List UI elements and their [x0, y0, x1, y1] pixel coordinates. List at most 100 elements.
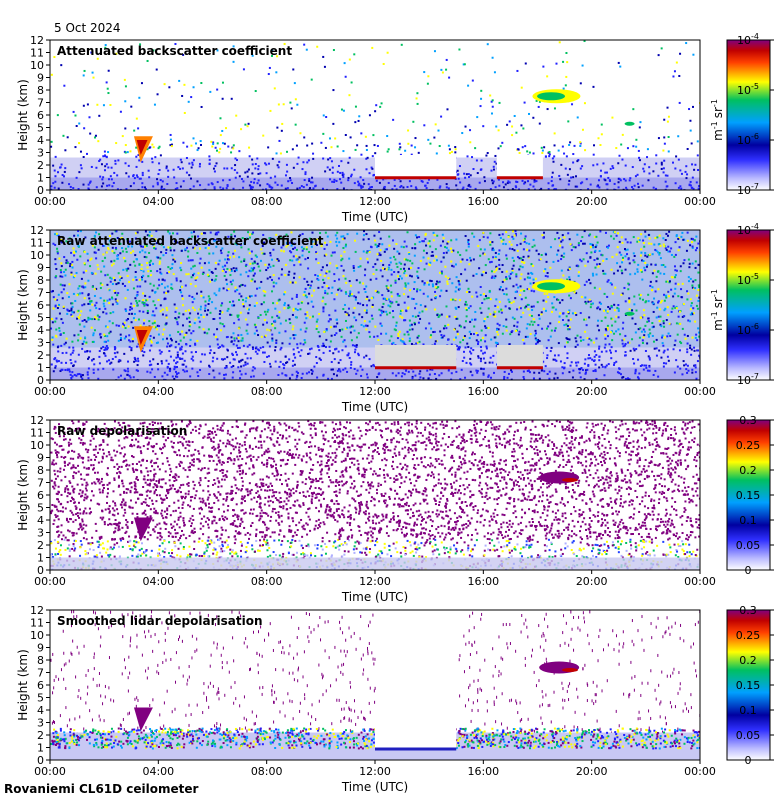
- y-tick-label: 9: [37, 262, 44, 275]
- y-tick-label: 12: [30, 604, 44, 617]
- x-axis-label: Time (UTC): [341, 590, 408, 604]
- y-tick-label: 9: [37, 642, 44, 655]
- x-tick-label: 12:00: [359, 765, 391, 778]
- colorbar-tick-label: 0.15: [736, 489, 761, 502]
- colorbar-tick-label: 10-6: [737, 132, 759, 147]
- y-tick-label: 0: [37, 374, 44, 387]
- y-axis-label: Height (km): [16, 649, 30, 720]
- y-tick-label: 1: [37, 172, 44, 185]
- y-tick-label: 5: [37, 502, 44, 515]
- y-tick-label: 6: [37, 109, 44, 122]
- colorbar-tick-label: 10-5: [737, 272, 759, 287]
- y-tick-label: 7: [37, 97, 44, 110]
- y-tick-label: 7: [37, 667, 44, 680]
- panel-raw-attenuated-backscatter: Raw attenuated backscatter coefficient T…: [16, 222, 774, 414]
- y-tick-label: 4: [37, 704, 44, 717]
- y-tick-label: 2: [37, 159, 44, 172]
- colorbar-unit: m-1sr-1: [710, 289, 725, 331]
- colorbar-tick-label: 10-4: [737, 222, 759, 237]
- y-tick-label: 0: [37, 184, 44, 197]
- y-tick-label: 8: [37, 274, 44, 287]
- x-axis-label: Time (UTC): [341, 780, 408, 794]
- x-tick-label: 00:00: [684, 765, 716, 778]
- colorbar: [726, 39, 771, 191]
- panel-title: Raw attenuated backscatter coefficient: [57, 234, 324, 248]
- panel-smoothed-lidar-depolarisation: Smoothed lidar depolarisation Time (UTC)…: [16, 604, 774, 794]
- x-tick-label: 20:00: [576, 385, 608, 398]
- x-tick-label: 04:00: [142, 385, 174, 398]
- colorbar-ticks: 10-4 10-5 10-6 10-7: [737, 222, 774, 387]
- x-tick-label: 04:00: [142, 575, 174, 588]
- date-label: 5 Oct 2024: [54, 21, 121, 35]
- panel-attenuated-backscatter: Attenuated backscatter coefficient Time …: [16, 32, 774, 224]
- x-tick-label: 12:00: [359, 575, 391, 588]
- y-tick-label: 9: [37, 452, 44, 465]
- y-tick-label: 2: [37, 539, 44, 552]
- x-tick-label: 20:00: [576, 195, 608, 208]
- y-tick-label: 10: [30, 629, 44, 642]
- x-tick-label: 00:00: [34, 385, 66, 398]
- x-tick-label: 04:00: [142, 765, 174, 778]
- unit-m: m: [711, 319, 725, 331]
- colorbar-tick-label: 0: [745, 564, 752, 577]
- y-tick-label: 1: [37, 552, 44, 565]
- x-tick-label: 08:00: [251, 765, 283, 778]
- panel-title: Smoothed lidar depolarisation: [57, 614, 263, 628]
- y-tick-label: 6: [37, 679, 44, 692]
- y-tick-label: 8: [37, 654, 44, 667]
- y-tick-label: 5: [37, 692, 44, 705]
- y-tick-label: 11: [30, 47, 44, 60]
- colorbar-tick-label: 0.2: [739, 654, 757, 667]
- x-tick-label: 00:00: [684, 575, 716, 588]
- colorbar-tick-label: 10-4: [737, 32, 759, 47]
- y-tick-label: 0: [37, 754, 44, 767]
- x-tick-label: 16:00: [467, 195, 499, 208]
- colorbar-tick-label: 0.2: [739, 464, 757, 477]
- panel-title: Raw depolarisation: [57, 424, 187, 438]
- y-tick-label: 1: [37, 362, 44, 375]
- y-tick-label: 12: [30, 224, 44, 237]
- y-tick-label: 10: [30, 439, 44, 452]
- colorbar-tick-label: 0.25: [736, 439, 761, 452]
- x-tick-label: 20:00: [576, 575, 608, 588]
- colorbar-tick-label: 0: [745, 754, 752, 767]
- y-tick-label: 3: [37, 337, 44, 350]
- x-tick-label: 20:00: [576, 765, 608, 778]
- x-tick-label: 16:00: [467, 575, 499, 588]
- y-tick-label: 6: [37, 299, 44, 312]
- y-tick-label: 8: [37, 84, 44, 97]
- y-tick-label: 3: [37, 717, 44, 730]
- heatmap-pixels: [50, 40, 700, 190]
- y-tick-label: 6: [37, 489, 44, 502]
- x-tick-label: 00:00: [34, 195, 66, 208]
- x-tick-label: 16:00: [467, 765, 499, 778]
- y-tick-label: 8: [37, 464, 44, 477]
- colorbar-ticks: 0.3 0.25 0.2 0.15 0.1 0.05 0: [736, 604, 774, 767]
- unit-sr: sr: [711, 107, 725, 118]
- colorbar-tick-label: 0.1: [739, 704, 757, 717]
- heatmap-pixels: [50, 420, 700, 570]
- y-tick-label: 11: [30, 237, 44, 250]
- panel-raw-depolarisation: Raw depolarisation Time (UTC) Height (km…: [16, 414, 774, 604]
- x-tick-label: 00:00: [34, 765, 66, 778]
- colorbar-tick-label: 0.3: [739, 414, 757, 427]
- x-tick-label: 12:00: [359, 385, 391, 398]
- x-tick-label: 04:00: [142, 195, 174, 208]
- y-tick-label: 4: [37, 514, 44, 527]
- unit-exp2: -1: [710, 289, 719, 297]
- y-tick-label: 9: [37, 72, 44, 85]
- y-tick-label: 12: [30, 34, 44, 47]
- unit-sr: sr: [711, 297, 725, 308]
- y-tick-label: 2: [37, 729, 44, 742]
- x-axis-label: Time (UTC): [341, 210, 408, 224]
- x-tick-label: 12:00: [359, 195, 391, 208]
- colorbar-ticks: 0.3 0.25 0.2 0.15 0.1 0.05 0: [736, 414, 774, 577]
- colorbar: [726, 419, 771, 571]
- colorbar: [726, 609, 771, 761]
- y-axis-label: Height (km): [16, 269, 30, 340]
- colorbar-unit: m-1sr-1: [710, 99, 725, 141]
